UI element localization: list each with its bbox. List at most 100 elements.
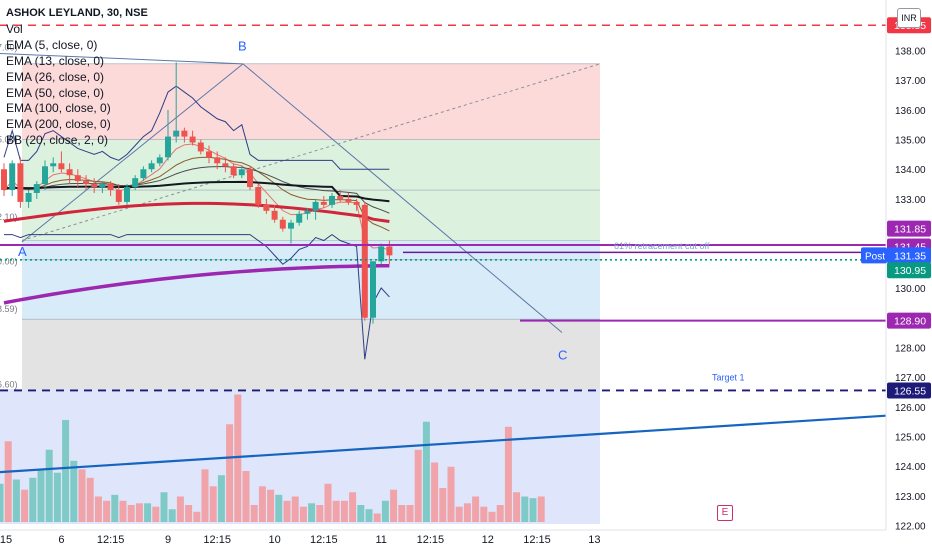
candle-body <box>173 130 180 137</box>
legend-ema-50[interactable]: EMA (50, close, 0) <box>6 85 105 100</box>
candle-body <box>279 219 286 229</box>
volume-bar <box>439 488 447 522</box>
volume-bar <box>504 426 512 522</box>
x-tick-label: 15 <box>0 534 12 546</box>
volume-bar <box>217 475 225 522</box>
volume-bar <box>94 496 102 522</box>
chart-legend: ASHOK LEYLAND, 30, NSE Vol EMA (5, close… <box>6 6 148 149</box>
volume-bar <box>537 496 545 522</box>
legend-bb[interactable]: BB (20, close, 2, 0) <box>6 133 109 148</box>
candle-body <box>206 151 212 158</box>
bb-upper-line <box>3 85 390 170</box>
volume-bar <box>275 494 283 522</box>
candle-body <box>74 175 81 182</box>
volume-bar <box>332 500 340 522</box>
price-tag-128-90: 128.90 <box>894 316 926 328</box>
volume-bar <box>152 506 160 522</box>
volume-bar <box>144 503 152 522</box>
candle-body <box>353 201 360 205</box>
candle-body <box>17 163 24 202</box>
fib-level-label-4: 8.59) <box>0 304 18 314</box>
candle-body <box>312 201 319 211</box>
x-tick-label: 12:15 <box>203 534 231 546</box>
y-tick-label: 123.00 <box>895 492 926 503</box>
y-tick-label: 122.00 <box>895 522 926 533</box>
candle-body <box>140 169 147 179</box>
x-tick-label: 12:15 <box>310 534 338 546</box>
candle-body <box>288 222 294 229</box>
volume-bar <box>53 472 61 522</box>
candle-body <box>83 181 89 185</box>
zone-grey <box>22 319 600 389</box>
volume-bar <box>168 509 176 522</box>
ema-26-line <box>3 166 390 214</box>
volume-bar <box>176 496 184 522</box>
volume-bar <box>496 505 504 522</box>
x-tick-label: 10 <box>268 534 280 546</box>
price-tag-126-55-bg <box>887 382 931 399</box>
pattern-point-A: A <box>18 244 27 259</box>
volume-bar <box>365 509 373 522</box>
candle-body <box>214 157 221 164</box>
legend-ema-13[interactable]: EMA (13, close, 0) <box>6 53 105 68</box>
volume-bar <box>291 496 299 522</box>
candle-body <box>91 184 98 188</box>
legend-ema-5[interactable]: EMA (5, close, 0) <box>6 37 98 52</box>
x-tick-label: 12:15 <box>417 534 445 546</box>
y-tick-label: 133.00 <box>895 195 926 206</box>
candle-body <box>378 246 385 262</box>
volume-bar <box>103 500 111 522</box>
fib-level-label-3: 0.00) <box>0 256 18 266</box>
legend-ema-100[interactable]: EMA (100, close, 0) <box>6 101 111 116</box>
candle-body <box>329 195 335 205</box>
x-tick-label: 6 <box>58 534 64 546</box>
x-tick-label: 11 <box>375 534 386 546</box>
candle-body <box>296 213 303 223</box>
volume-bar <box>398 505 406 522</box>
candle-body <box>58 163 65 170</box>
volume-bar <box>234 394 242 522</box>
earnings-marker[interactable]: E <box>717 505 733 521</box>
volume-bar <box>29 477 37 522</box>
volume-bar <box>21 489 29 522</box>
candle-body <box>271 210 278 220</box>
pattern-point-B: B <box>238 38 247 53</box>
y-tick-label: 124.00 <box>895 462 926 473</box>
x-tick-label: 12:15 <box>523 534 551 546</box>
volume-bar <box>299 506 307 522</box>
x-tick-label: 12:15 <box>97 534 125 546</box>
volume-bar <box>242 471 250 522</box>
price-tag-126-55: 126.55 <box>894 385 926 397</box>
volume-bar <box>488 511 496 522</box>
volume-bar <box>37 469 45 522</box>
volume-bar <box>45 449 53 522</box>
currency-button[interactable]: INR <box>897 8 921 28</box>
candle-body <box>124 187 130 202</box>
candle-body <box>189 136 196 143</box>
bb-lower-line <box>4 233 390 360</box>
volume-bar <box>308 503 316 522</box>
candle-body <box>197 142 204 152</box>
candle-body <box>132 178 139 188</box>
volume-bar <box>283 500 291 522</box>
price-tag-131-85: 131.85 <box>894 224 926 236</box>
candle-body <box>33 184 40 193</box>
legend-ema-200[interactable]: EMA (200, close, 0) <box>6 117 111 132</box>
candle-body <box>386 246 393 256</box>
y-tick-label: 138.00 <box>895 46 926 57</box>
ema-13-line <box>3 156 390 232</box>
volume-bar <box>455 506 463 522</box>
legend-ema-26[interactable]: EMA (26, close, 0) <box>6 69 105 84</box>
volume-bar <box>373 513 381 522</box>
price-tag-130-95-bg <box>887 262 931 279</box>
fib-annotation: 61% retracement cut off <box>614 241 710 251</box>
candle-body <box>9 163 16 191</box>
legend-vol[interactable]: Vol <box>6 21 23 36</box>
volume-bar <box>267 489 275 522</box>
candle-body <box>181 130 188 137</box>
volume-bar <box>447 466 455 522</box>
volume-bar <box>381 500 389 522</box>
candle-body <box>345 198 352 202</box>
volume-bar <box>422 421 430 522</box>
y-tick-label: 128.00 <box>895 343 926 354</box>
